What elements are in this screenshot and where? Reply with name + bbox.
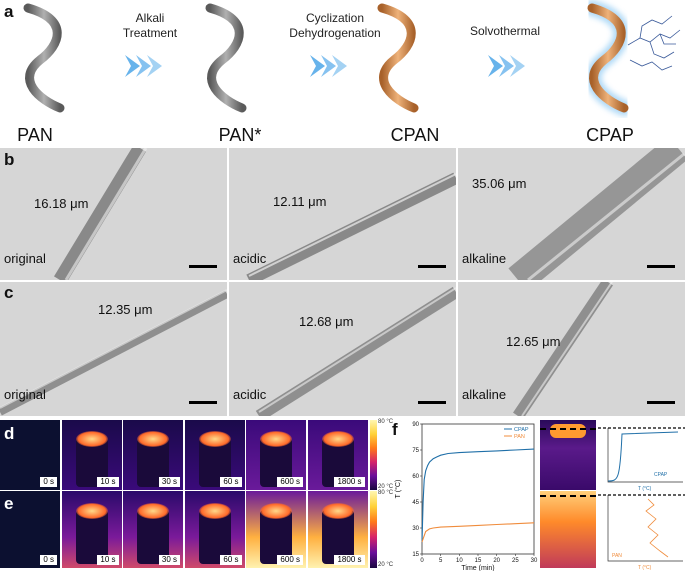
temperature-chart: 15 30 45 60 75 90 0 5 10 15 20 25 30 Time (min) T (°C)…	[394, 422, 538, 571]
x-tick-label: 25	[512, 558, 519, 564]
micrograph-c-acidic: 12.68 μm acidic	[229, 282, 456, 416]
time-label: 600 s	[277, 477, 303, 487]
name-pan-star: PAN*	[218, 125, 262, 145]
thermal-frame: 30 s	[123, 491, 183, 568]
name-cpan: CPAN	[390, 125, 440, 145]
micrograph-b-alkaline: 35.06 μm alkaline	[458, 148, 685, 280]
side-thermal-pan	[540, 491, 596, 568]
svg-text:T (°C): T (°C)	[638, 486, 652, 492]
time-label: 60 s	[220, 555, 242, 565]
fiber-pan-star	[205, 3, 247, 113]
thermal-frame: 0 s	[0, 420, 60, 490]
panel-label-b: b	[4, 150, 15, 169]
y-tick-label: 75	[412, 448, 419, 454]
thermal-frame: 0 s	[0, 491, 60, 568]
micrograph-c-alkaline: 12.65 μm alkaline	[458, 282, 685, 416]
time-label: 1800 s	[334, 477, 365, 487]
micrograph-c-original: 12.35 μm original	[0, 282, 227, 416]
colorbar-d	[370, 420, 377, 490]
arrow-step-2-icon	[310, 55, 347, 77]
scale-bar	[189, 401, 217, 404]
y-tick-label: 15	[412, 552, 419, 558]
x-axis-label: Time (min)	[461, 565, 494, 571]
thermal-frame: 30 s	[123, 420, 183, 490]
time-label: 10 s	[97, 477, 119, 487]
colorbar-e	[370, 491, 377, 568]
time-label: 0 s	[40, 555, 57, 565]
svg-text:PAN: PAN	[612, 553, 622, 559]
y-tick-label: 90	[412, 422, 419, 428]
time-label: 60 s	[220, 477, 242, 487]
x-tick-label: 0	[420, 558, 424, 564]
x-tick-label: 10	[456, 558, 463, 564]
thermal-frame: 10 s	[61, 420, 122, 490]
plot-frame	[421, 423, 535, 555]
fiber-cpap	[587, 3, 629, 113]
y-axis-label: T (°C)	[394, 480, 402, 499]
x-tick-label: 20	[493, 558, 500, 564]
amine-branches-icon	[627, 15, 681, 71]
step-1-label: Alkali Treatment	[122, 11, 178, 40]
x-tick-label: 30	[531, 558, 538, 564]
micrograph-b-acidic: 12.11 μm acidic	[229, 148, 456, 280]
process-schematic	[23, 0, 681, 116]
thermal-frame: 600 s	[246, 420, 306, 490]
time-label: 10 s	[97, 555, 119, 565]
scale-bar	[418, 401, 446, 404]
time-label: 30 s	[158, 555, 180, 565]
fiber-cpan	[377, 3, 419, 113]
svg-text:CPAP: CPAP	[654, 472, 668, 478]
arrow-step-3-icon	[488, 55, 525, 77]
series-line-cpap	[421, 448, 535, 542]
thermal-frame: 1800 s	[307, 420, 368, 490]
name-cpap: CPAP	[586, 125, 634, 145]
panel-label-c: c	[4, 283, 14, 302]
y-tick-label: 45	[412, 500, 419, 506]
scale-bar	[647, 265, 675, 268]
fiber-pan	[23, 3, 65, 113]
thermal-frame: 60 s	[184, 420, 245, 490]
thermal-frame: 60 s	[184, 491, 245, 568]
step-3-label: Solvothermal	[469, 24, 541, 38]
time-label: 0 s	[40, 477, 57, 487]
scale-bar	[189, 265, 217, 268]
x-tick-label: 5	[439, 558, 443, 564]
panel-label-f: f	[392, 420, 398, 439]
micrograph-b-original: 16.18 μm original	[0, 148, 227, 280]
scale-bar	[418, 265, 446, 268]
legend-label: CPAP	[514, 427, 529, 433]
scale-bar	[647, 401, 675, 404]
svg-text:T (°C): T (°C)	[638, 565, 652, 571]
series-line-pan	[421, 522, 535, 543]
name-pan: PAN	[17, 125, 53, 145]
side-chart-cpap: CPAP T (°C)	[598, 427, 685, 492]
step-2-label: Cyclization Dehydrogenation	[289, 11, 381, 40]
y-tick-label: 60	[412, 474, 419, 480]
thermal-frame: 10 s	[61, 491, 122, 568]
thermal-frame: 1800 s	[307, 491, 368, 568]
panel-label-e: e	[4, 494, 14, 513]
arrow-step-1-icon	[125, 55, 162, 77]
time-label: 600 s	[277, 555, 303, 565]
time-label: 30 s	[158, 477, 180, 487]
side-thermal-cpap	[540, 420, 596, 490]
legend-label: PAN	[514, 434, 525, 440]
panel-label-d: d	[4, 424, 15, 443]
side-chart-pan: PAN T (°C)	[598, 494, 685, 571]
panel-label-a: a	[4, 2, 14, 21]
y-tick-label: 30	[412, 526, 419, 532]
thermal-frame: 600 s	[246, 491, 306, 568]
x-tick-label: 15	[475, 558, 482, 564]
time-label: 1800 s	[334, 555, 365, 565]
